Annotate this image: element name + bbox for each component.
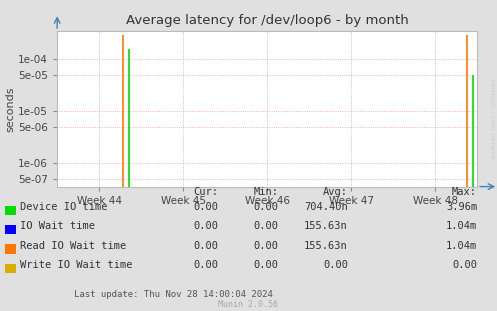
Title: Average latency for /dev/loop6 - by month: Average latency for /dev/loop6 - by mont… [126, 14, 409, 27]
Y-axis label: seconds: seconds [5, 86, 15, 132]
Text: 155.63n: 155.63n [304, 241, 348, 251]
Text: 0.00: 0.00 [194, 221, 219, 231]
Text: IO Wait time: IO Wait time [20, 221, 95, 231]
Text: Last update: Thu Nov 28 14:00:04 2024: Last update: Thu Nov 28 14:00:04 2024 [75, 290, 273, 299]
Text: RRDTOOL / TOBI OETIKER: RRDTOOL / TOBI OETIKER [490, 78, 495, 159]
Text: 1.04m: 1.04m [446, 221, 477, 231]
Text: 0.00: 0.00 [253, 202, 278, 212]
Text: 704.40n: 704.40n [304, 202, 348, 212]
Text: 0.00: 0.00 [253, 260, 278, 270]
Text: Read IO Wait time: Read IO Wait time [20, 241, 126, 251]
Text: 0.00: 0.00 [194, 241, 219, 251]
Text: Device IO time: Device IO time [20, 202, 107, 212]
Text: Avg:: Avg: [323, 188, 348, 197]
Text: 3.96m: 3.96m [446, 202, 477, 212]
Text: Max:: Max: [452, 188, 477, 197]
Text: 0.00: 0.00 [194, 202, 219, 212]
Text: 0.00: 0.00 [323, 260, 348, 270]
Text: 0.00: 0.00 [194, 260, 219, 270]
Text: 155.63n: 155.63n [304, 221, 348, 231]
Text: 1.04m: 1.04m [446, 241, 477, 251]
Text: 0.00: 0.00 [253, 241, 278, 251]
Text: Cur:: Cur: [194, 188, 219, 197]
Text: 0.00: 0.00 [452, 260, 477, 270]
Text: Write IO Wait time: Write IO Wait time [20, 260, 132, 270]
Text: Munin 2.0.56: Munin 2.0.56 [219, 300, 278, 309]
Text: 0.00: 0.00 [253, 221, 278, 231]
Text: Min:: Min: [253, 188, 278, 197]
